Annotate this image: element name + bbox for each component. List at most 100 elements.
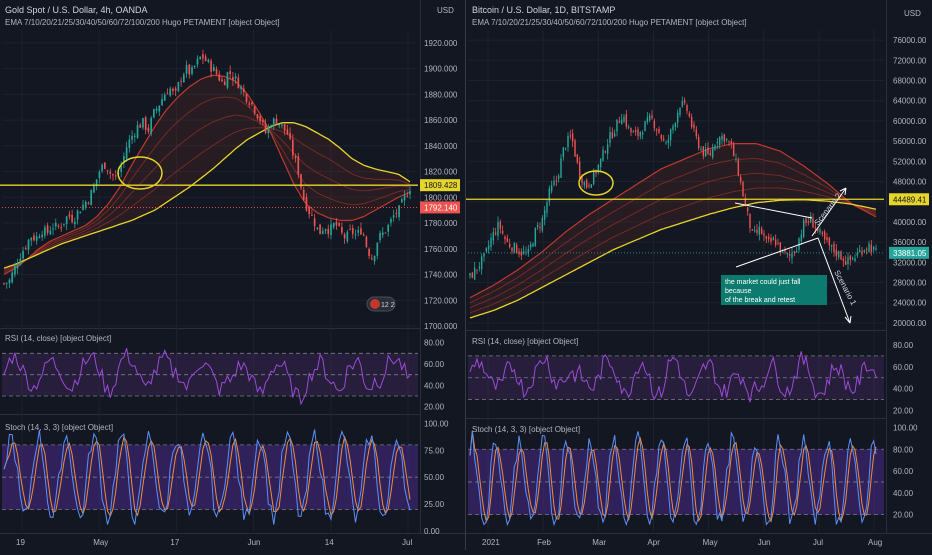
btc-candle [816, 228, 819, 231]
btc-candle [602, 149, 604, 161]
btc-candle [653, 120, 656, 129]
btc-candle [595, 171, 597, 174]
gold-candle [169, 88, 172, 96]
gold-rsi-tick: 20.00 [424, 403, 445, 412]
gold-candle [84, 201, 87, 208]
btc-price-badge-label: 44489.41 [893, 195, 927, 204]
gold-candle [327, 228, 330, 235]
scenario-1-arrow [817, 237, 851, 324]
btc-candle [809, 215, 812, 223]
btc-time-tick: Mar [592, 538, 606, 547]
gold-candle [242, 88, 245, 93]
btc-indicator-label: EMA 7/10/20/21/25/30/40/50/60/72/100/200… [472, 18, 747, 27]
btc-candle [597, 164, 600, 173]
btc-candle [576, 154, 579, 163]
btc-candle [669, 129, 672, 141]
btc-ema-ribbon [470, 143, 876, 318]
btc-time-tick: Apr [647, 538, 660, 547]
btc-stoch-tick: 100.00 [893, 423, 918, 432]
gold-flag-badge[interactable]: 12 2 [366, 296, 396, 312]
gold-candle [5, 282, 8, 284]
btc-price-tick: 72000.00 [893, 56, 927, 65]
btc-candle [511, 247, 513, 252]
btc-candle [870, 244, 873, 252]
gold-candle [223, 81, 226, 86]
btc-candle [618, 121, 621, 123]
btc-candle [723, 134, 726, 142]
gold-candle [133, 135, 136, 137]
gold-price-tick: 1780.000 [424, 219, 458, 228]
gold-candle [300, 174, 302, 188]
btc-candle [492, 231, 495, 241]
gold-candle [49, 230, 52, 235]
btc-candle [515, 244, 518, 254]
btc-time-tick: Jul [813, 538, 823, 547]
gold-candle [172, 88, 174, 92]
gold-candle [283, 124, 286, 131]
gold-candle [166, 93, 169, 95]
gold-rsi-tick: 80.00 [424, 339, 445, 348]
btc-candle [494, 232, 497, 235]
btc-candle [646, 117, 649, 123]
gold-candle [103, 162, 106, 169]
btc-candle [742, 181, 744, 197]
annotation-line-1: the market could just fall [725, 279, 801, 286]
btc-candle [522, 251, 525, 254]
gold-candle [403, 194, 406, 201]
gold-candle [275, 118, 278, 125]
btc-candle [835, 249, 838, 256]
gold-price-tick: 1820.000 [424, 168, 458, 177]
gold-candle [163, 94, 166, 101]
btc-annotation-box[interactable]: the market could just fall because of th… [721, 275, 827, 305]
gold-candle [106, 170, 109, 172]
btc-candle [730, 141, 733, 144]
gold-candle [52, 228, 54, 230]
gold-ema-ribbon [4, 75, 410, 275]
btc-candle [847, 257, 849, 265]
btc-candle [688, 113, 691, 117]
btc-candle [676, 112, 679, 123]
gold-candle [183, 74, 185, 82]
btc-rsi-tick: 60.00 [893, 363, 914, 372]
btc-candle [655, 129, 658, 131]
btc-candle [704, 148, 707, 157]
gold-candle [38, 236, 41, 238]
gold-candle [387, 224, 390, 232]
gold-candle [390, 218, 392, 223]
btc-time-tick: Feb [537, 538, 551, 547]
btc-candle [830, 245, 833, 247]
btc-candle [798, 238, 800, 250]
gold-candle [281, 124, 283, 126]
gold-price-tick: 1760.000 [424, 245, 458, 254]
btc-candle [805, 218, 807, 223]
btc-rsi-tick: 80.00 [893, 341, 914, 350]
gold-candle [368, 248, 370, 257]
btc-candle [837, 251, 840, 258]
btc-price-tick: 20000.00 [893, 319, 927, 328]
btc-candle [548, 188, 551, 202]
gold-candle [286, 129, 289, 135]
gold-candle [245, 93, 248, 102]
btc-rsi-line [469, 351, 877, 403]
btc-price-tick: 52000.00 [893, 157, 927, 166]
gold-candle [109, 171, 112, 174]
gold-candle [357, 230, 360, 233]
gold-candle [341, 227, 343, 233]
gold-candle [44, 227, 46, 236]
btc-candle [569, 135, 572, 137]
gold-candle [65, 216, 68, 225]
btc-time-tick: May [703, 538, 718, 547]
gold-candle [294, 155, 297, 159]
gold-candle [147, 127, 150, 132]
btc-candle [749, 213, 751, 229]
btc-candle [693, 124, 695, 129]
btc-candle [767, 236, 770, 240]
btc-candle [644, 121, 646, 132]
gold-candle [74, 221, 76, 225]
gold-stoch-k-line [3, 429, 411, 525]
btc-ema-red [469, 143, 877, 299]
btc-candle [658, 128, 660, 133]
btc-candle [490, 237, 492, 248]
gold-price-badge [420, 179, 460, 192]
